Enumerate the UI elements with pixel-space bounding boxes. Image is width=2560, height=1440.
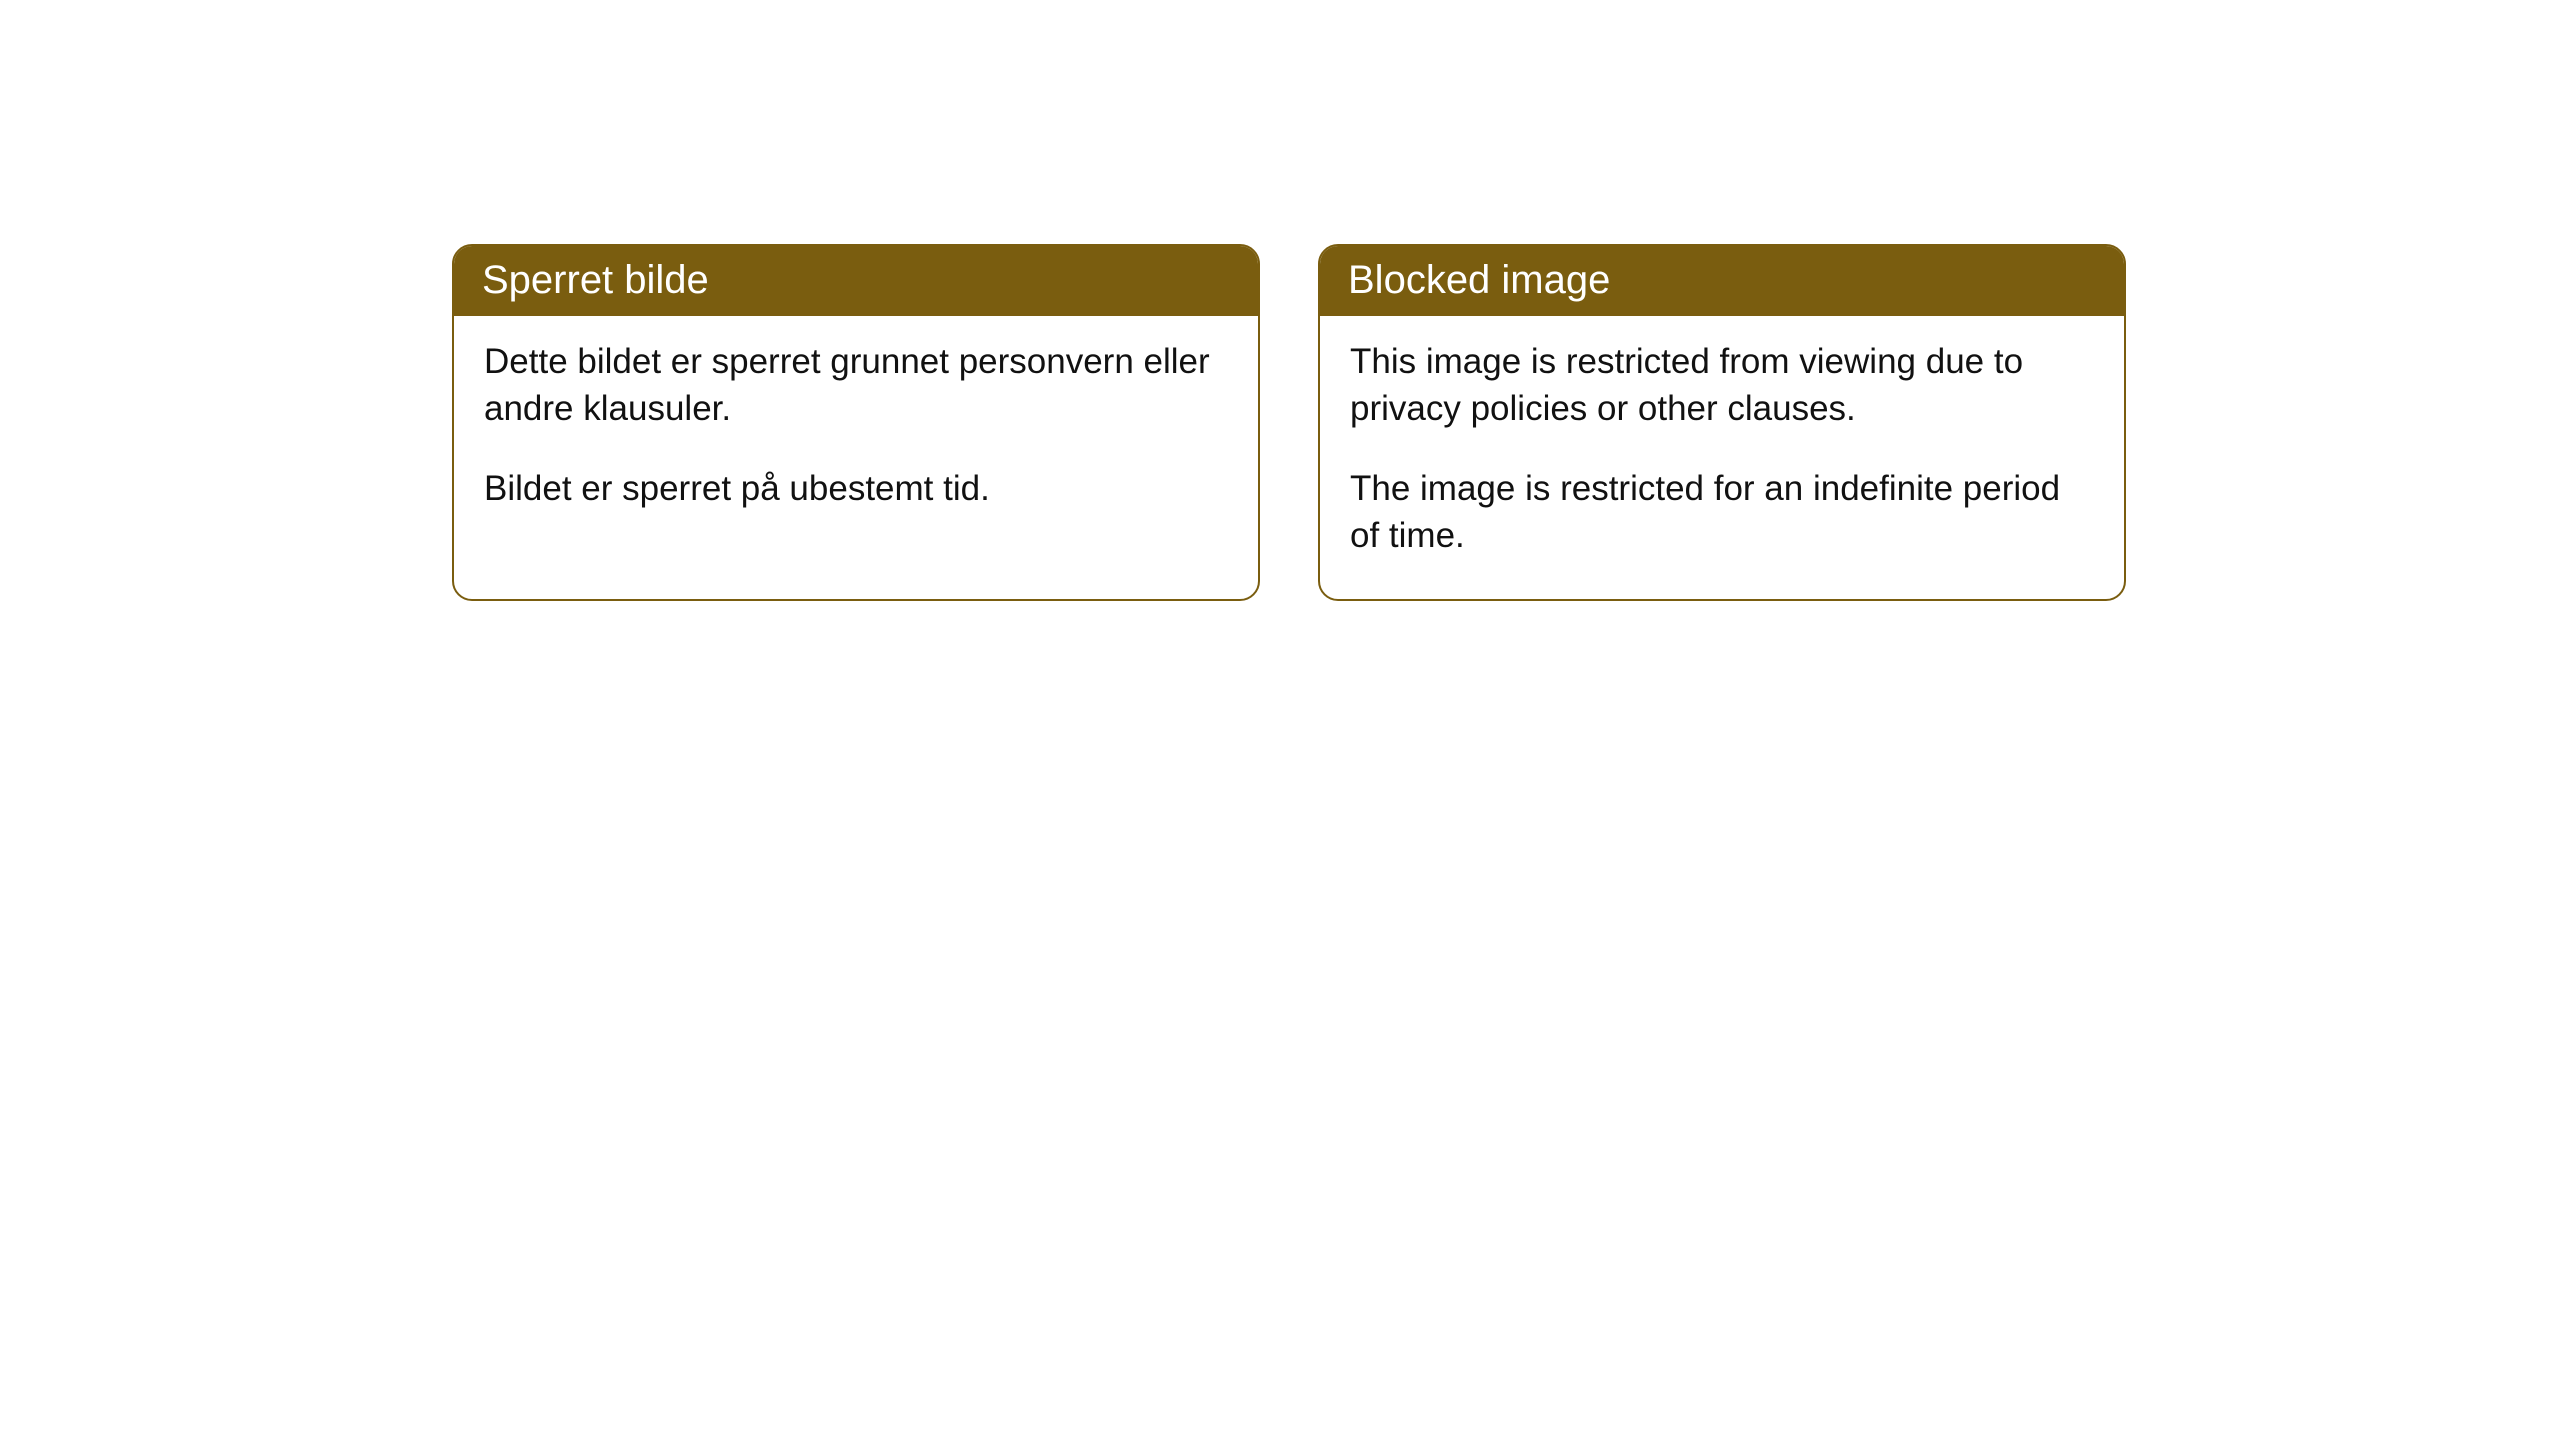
notice-container: Sperret bilde Dette bildet er sperret gr… — [0, 0, 2560, 601]
card-text-en-1: This image is restricted from viewing du… — [1350, 338, 2094, 433]
card-text-no-2: Bildet er sperret på ubestemt tid. — [484, 465, 1228, 512]
blocked-image-card-en: Blocked image This image is restricted f… — [1318, 244, 2126, 601]
card-body-en: This image is restricted from viewing du… — [1320, 316, 2124, 599]
card-title-no: Sperret bilde — [454, 246, 1258, 316]
card-text-en-2: The image is restricted for an indefinit… — [1350, 465, 2094, 560]
card-body-no: Dette bildet er sperret grunnet personve… — [454, 316, 1258, 552]
card-title-en: Blocked image — [1320, 246, 2124, 316]
card-text-no-1: Dette bildet er sperret grunnet personve… — [484, 338, 1228, 433]
blocked-image-card-no: Sperret bilde Dette bildet er sperret gr… — [452, 244, 1260, 601]
